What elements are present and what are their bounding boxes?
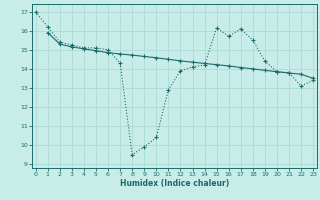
X-axis label: Humidex (Indice chaleur): Humidex (Indice chaleur) bbox=[120, 179, 229, 188]
